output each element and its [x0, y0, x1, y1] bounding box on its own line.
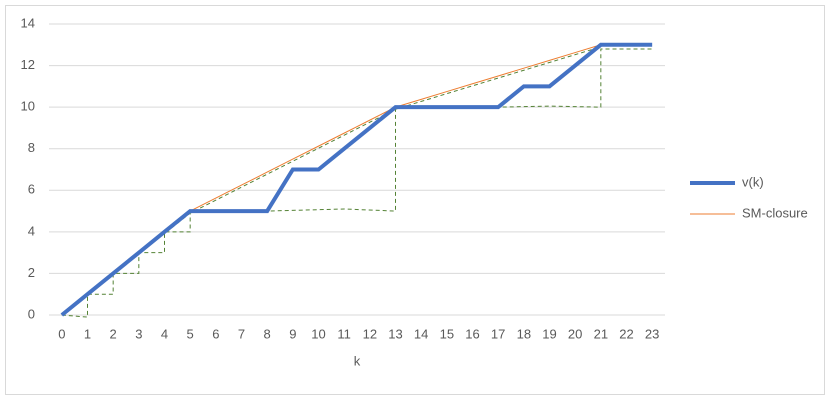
series-line: [60, 42, 653, 317]
x-tick-label: 8: [264, 326, 271, 341]
x-tick-label: 4: [161, 326, 168, 341]
x-tick-label: 19: [542, 326, 556, 341]
x-tick-label: 16: [465, 326, 479, 341]
y-tick-label: 2: [28, 265, 35, 280]
x-tick-label: 18: [517, 326, 531, 341]
x-tick-label: 17: [491, 326, 505, 341]
x-tick-label: 13: [388, 326, 402, 341]
x-tick-label: 1: [84, 326, 91, 341]
x-tick-label: 2: [110, 326, 117, 341]
x-tick-label: 23: [645, 326, 659, 341]
series-line: [61, 48, 653, 318]
legend-label: SM-closure: [742, 205, 808, 220]
x-tick-label: 14: [414, 326, 428, 341]
y-tick-label: 8: [28, 140, 35, 155]
x-tick-label: 9: [289, 326, 296, 341]
y-tick-label: 0: [28, 306, 35, 321]
y-tick-label: 4: [28, 223, 35, 238]
x-tick-label: 7: [238, 326, 245, 341]
y-tick-label: 10: [21, 99, 35, 114]
x-tick-label: 5: [187, 326, 194, 341]
x-tick-label: 22: [619, 326, 633, 341]
chart-border: [5, 5, 825, 395]
x-tick-label: 12: [363, 326, 377, 341]
legend-label: v(k): [742, 174, 764, 189]
x-tick-label: 11: [337, 326, 351, 341]
y-tick-label: 6: [28, 182, 35, 197]
x-tick-label: 15: [440, 326, 454, 341]
y-tick-label: 12: [21, 57, 35, 72]
x-tick-label: 21: [594, 326, 608, 341]
x-tick-label: 3: [135, 326, 142, 341]
y-tick-label: 14: [21, 15, 35, 30]
x-tick-label: 10: [311, 326, 325, 341]
x-tick-label: 6: [212, 326, 219, 341]
x-tick-label: 0: [58, 326, 65, 341]
x-axis-title: k: [354, 353, 361, 368]
x-tick-label: 20: [568, 326, 582, 341]
